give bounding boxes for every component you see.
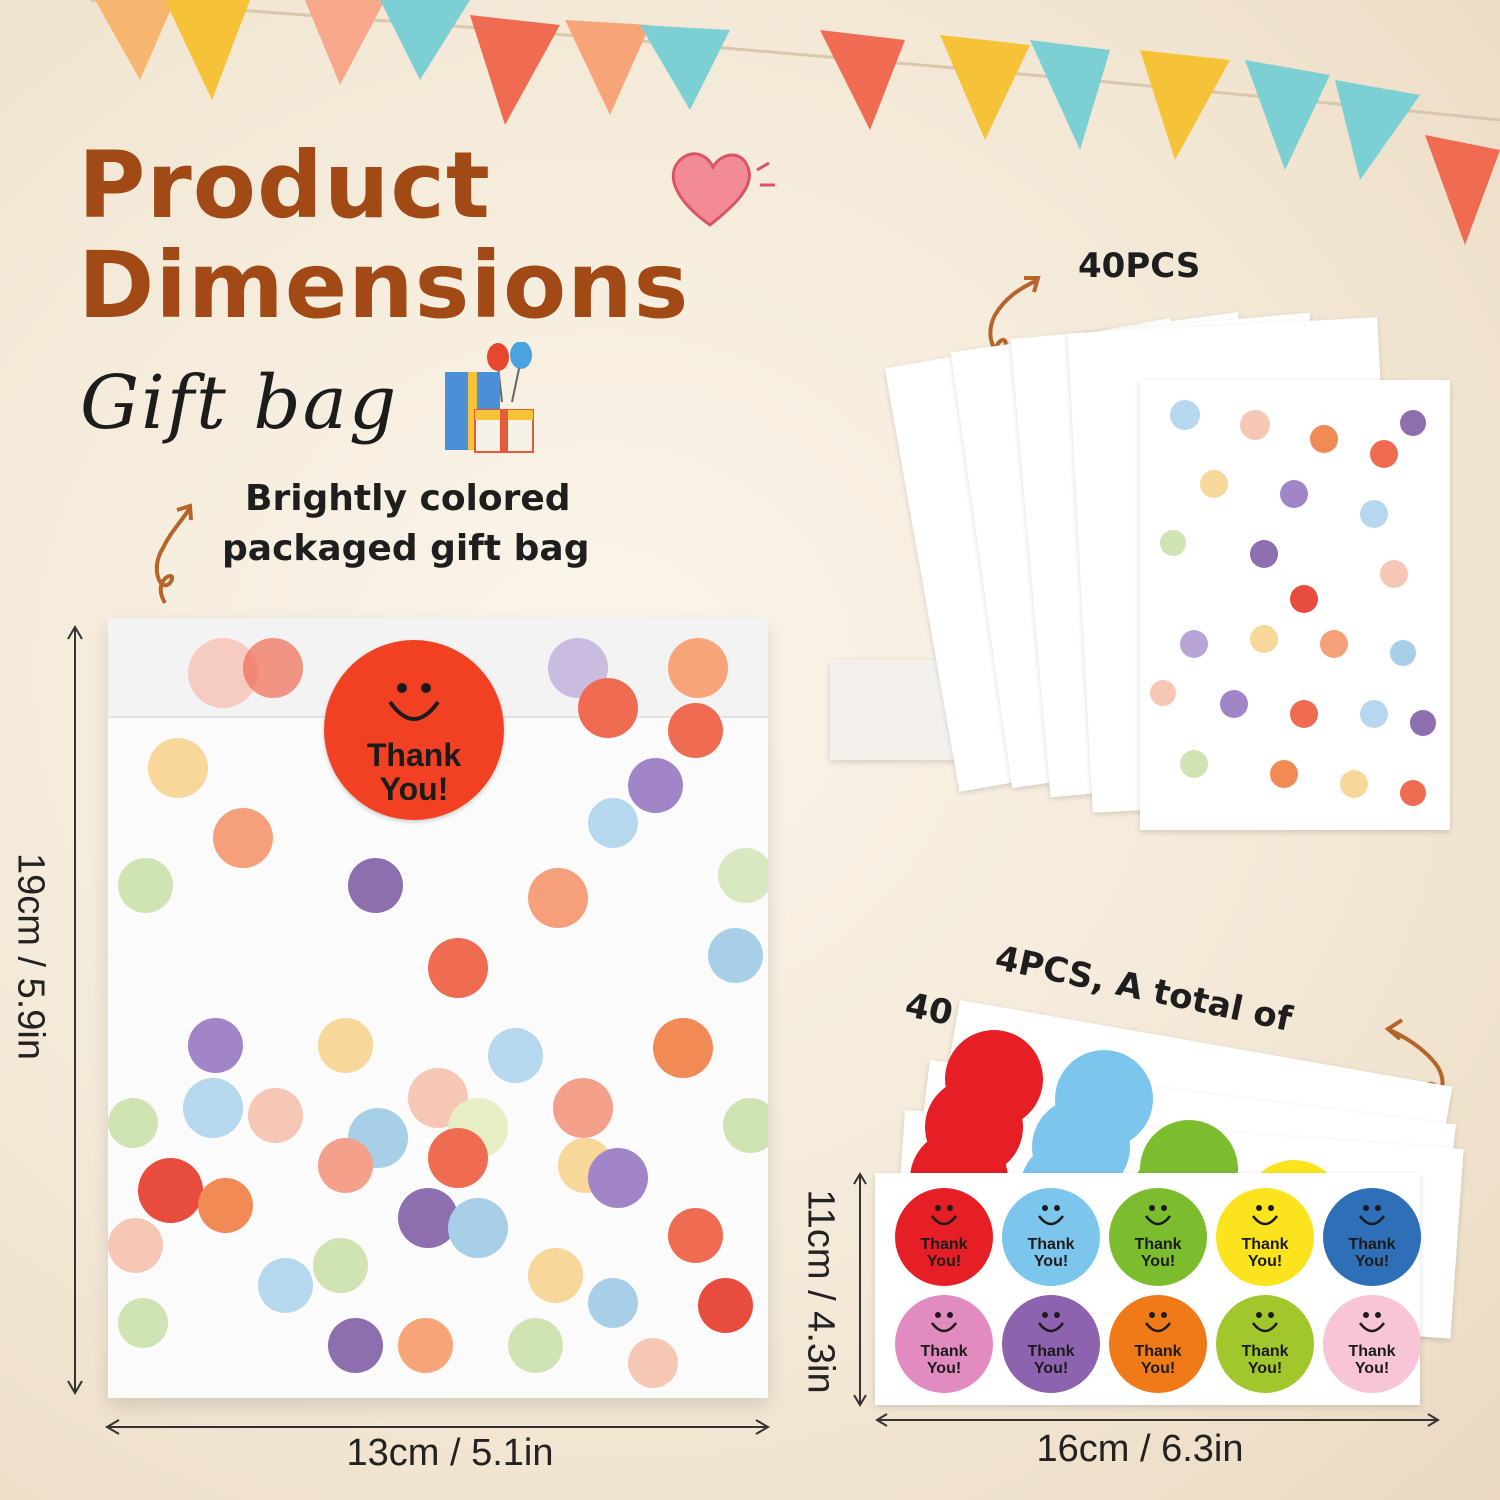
sheet-height-label: 11cm / 4.3in <box>799 1189 842 1394</box>
bag-callout-line-1: Brightly colored <box>245 478 571 519</box>
bag-width-label: 13cm / 5.1in <box>346 1432 554 1474</box>
sticker-3-line-2: You! <box>1140 1253 1176 1270</box>
curly-arrow-icon <box>154 503 193 605</box>
sticker-4: Thank You! <box>1216 1188 1314 1286</box>
sticker-large-line-1: Thank <box>366 737 462 773</box>
thank-you-sticker-large: Thank You! <box>324 640 504 820</box>
sticker-3: Thank You! <box>1109 1188 1207 1286</box>
sheet-height-dimension-line <box>853 1172 867 1407</box>
sticker-9-line-2: You! <box>1247 1360 1283 1377</box>
sticker-4-line-1: Thank <box>1241 1236 1289 1253</box>
sticker-7-line-1: Thank <box>1027 1343 1075 1360</box>
sticker-10: Thank You! <box>1323 1295 1421 1393</box>
sticker-6-line-2: You! <box>926 1360 962 1377</box>
sticker-2: Thank You! <box>1002 1188 1100 1286</box>
sheet-width-dimension-line <box>875 1413 1440 1427</box>
title-line-2: Dimensions <box>78 232 690 339</box>
sticker-3-line-1: Thank <box>1134 1236 1182 1253</box>
bag-stack <box>830 300 1460 840</box>
smiley-icon <box>388 683 440 721</box>
sticker-large-line-2: You! <box>379 771 449 807</box>
front-bag <box>1140 380 1450 830</box>
sticker-10-line-1: Thank <box>1348 1343 1396 1360</box>
sticker-5: Thank You! <box>1323 1188 1421 1286</box>
sticker-7-line-2: You! <box>1033 1360 1069 1377</box>
bag-callout-line-2: packaged gift bag <box>222 528 590 569</box>
sticker-1-line-2: You! <box>926 1253 962 1270</box>
sticker-5-line-2: You! <box>1354 1253 1390 1270</box>
sticker-10-line-2: You! <box>1354 1360 1390 1377</box>
sticker-9-line-1: Thank <box>1241 1343 1289 1360</box>
sticker-6: Thank You! <box>895 1295 993 1393</box>
sticker-1-line-1: Thank <box>920 1236 968 1253</box>
title-line-1: Product <box>78 132 491 239</box>
sticker-1: Thank You! <box>895 1188 993 1286</box>
sheet-width-label: 16cm / 6.3in <box>1036 1428 1244 1470</box>
sticker-6-line-1: Thank <box>920 1343 968 1360</box>
sticker-2-line-1: Thank <box>1027 1236 1075 1253</box>
bag-height-label: 19cm / 5.9in <box>9 853 52 1060</box>
bunting-flags-icon <box>89 0 1500 245</box>
gift-bag: Thank You! <box>108 618 768 1398</box>
heart-doodle-icon <box>671 152 775 227</box>
sticker-8: Thank You! <box>1109 1295 1207 1393</box>
bag-height-dimension-line <box>67 625 83 1395</box>
sticker-7: Thank You! <box>1002 1295 1100 1393</box>
bag-width-dimension-line <box>105 1419 770 1435</box>
gift-box-balloons-icon <box>445 342 534 453</box>
sticker-4-line-2: You! <box>1247 1253 1283 1270</box>
sticker-sheet-front: Thank You! Thank You! Thank You! Thank You! … <box>875 1173 1421 1405</box>
sticker-8-line-2: You! <box>1140 1360 1176 1377</box>
sticker-9: Thank You! <box>1216 1295 1314 1393</box>
subtitle: Gift bag <box>80 360 399 446</box>
sticker-8-line-1: Thank <box>1134 1343 1182 1360</box>
sticker-2-line-2: You! <box>1033 1253 1069 1270</box>
bags-count-label: 40PCS <box>1078 246 1201 286</box>
sticker-5-line-1: Thank <box>1348 1236 1396 1253</box>
